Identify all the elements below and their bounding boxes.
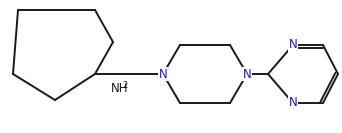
Text: N: N [242, 68, 251, 80]
Text: N: N [159, 68, 167, 80]
Text: N: N [289, 38, 298, 51]
Text: NH: NH [111, 82, 129, 95]
Text: N: N [289, 97, 298, 109]
Text: 2: 2 [122, 80, 128, 90]
